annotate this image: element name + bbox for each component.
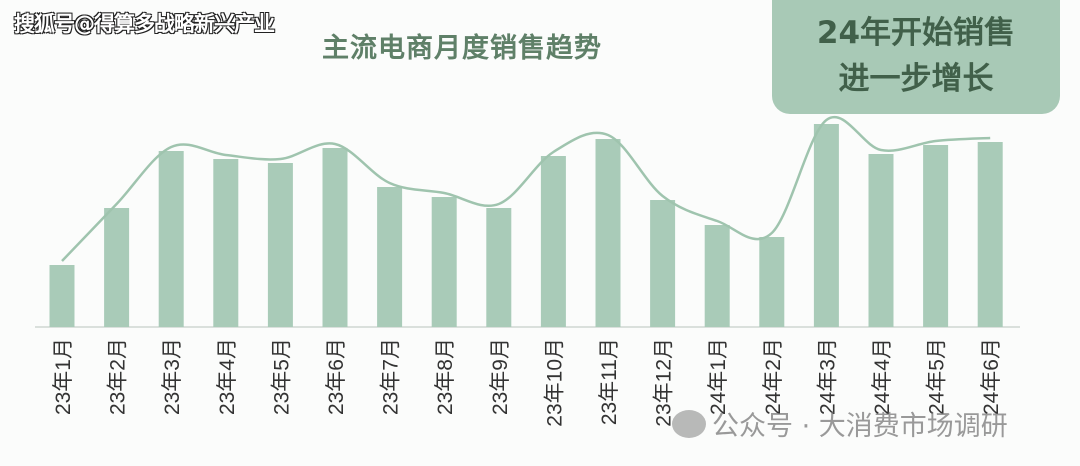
x-tick-label: 23年8月 xyxy=(434,338,457,415)
trend-line xyxy=(61,116,991,262)
bar xyxy=(104,208,130,327)
bar xyxy=(650,200,676,327)
bar xyxy=(759,237,785,327)
x-tick-label: 23年12月 xyxy=(653,338,676,427)
x-tick-label: 24年3月 xyxy=(816,338,839,415)
x-tick-label: 23年3月 xyxy=(161,338,184,415)
x-tick-label: 23年1月 xyxy=(52,338,75,415)
x-tick-label: 23年2月 xyxy=(107,338,130,415)
bar xyxy=(540,156,566,327)
x-tick-label: 23年10月 xyxy=(543,338,566,427)
annotation-line-1: 24年开始销售 xyxy=(816,15,1016,51)
chart-title: 主流电商月度销售趋势 xyxy=(322,33,602,64)
x-tick-label: 24年2月 xyxy=(762,338,785,415)
x-tick-label: 23年7月 xyxy=(380,338,403,415)
bar xyxy=(377,187,403,327)
bar xyxy=(923,145,949,327)
bar xyxy=(486,208,512,327)
x-tick-label: 23年9月 xyxy=(489,338,512,415)
bar xyxy=(49,265,75,327)
x-tick-label: 24年5月 xyxy=(926,338,949,415)
bar xyxy=(158,151,184,327)
bar xyxy=(267,163,293,327)
x-tick-label: 24年4月 xyxy=(871,338,894,415)
x-tick-label: 24年1月 xyxy=(707,338,730,415)
x-tick-label: 23年6月 xyxy=(325,338,348,415)
bar xyxy=(704,225,730,327)
bar xyxy=(431,197,457,327)
x-tick-label: 23年11月 xyxy=(598,338,621,425)
annotation-callout: 24年开始销售 进一步增长 xyxy=(772,0,1060,114)
x-tick-label: 23年5月 xyxy=(270,338,293,415)
x-tick-label: 23年4月 xyxy=(216,338,239,415)
watermark-wechat-text: 公众号 · 大消费市场调研 xyxy=(712,411,1008,442)
watermark-sohu: 搜狐号@得算多战略新兴产业 xyxy=(14,12,275,36)
annotation-line-2: 进一步增长 xyxy=(838,61,994,97)
bar xyxy=(595,139,621,327)
bar xyxy=(213,159,239,327)
watermark-wechat: 公众号 · 大消费市场调研 xyxy=(672,404,1008,443)
x-tick-label: 24年6月 xyxy=(980,338,1003,415)
wechat-icon xyxy=(672,409,706,438)
bar xyxy=(813,124,839,327)
bar xyxy=(322,148,348,327)
bar xyxy=(977,142,1003,327)
bar xyxy=(868,154,894,327)
